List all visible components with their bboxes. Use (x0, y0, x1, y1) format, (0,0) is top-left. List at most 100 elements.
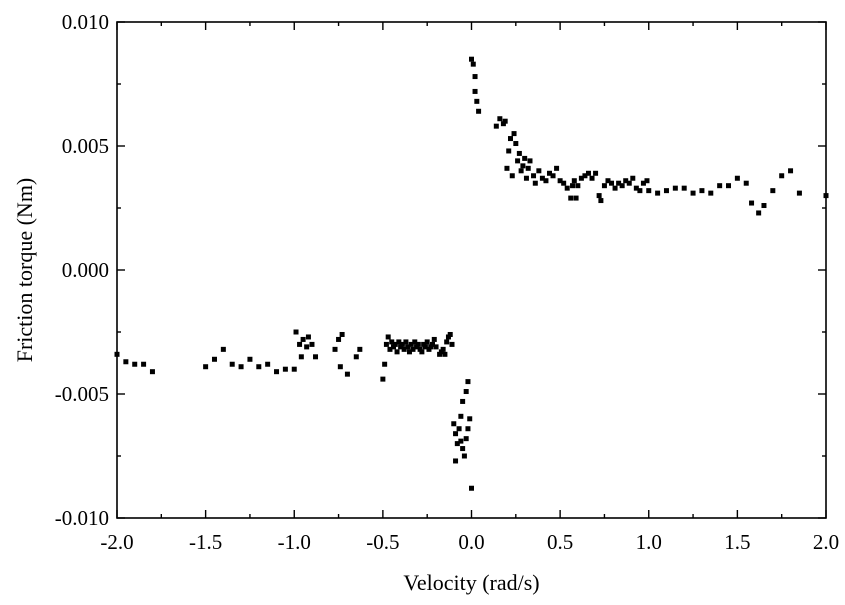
x-axis-title: Velocity (rad/s) (403, 570, 539, 595)
data-point (382, 361, 388, 367)
data-point (453, 431, 459, 437)
data-point (564, 185, 570, 191)
data-point (304, 344, 310, 350)
data-point (424, 339, 430, 345)
data-point (385, 334, 391, 340)
data-point (220, 346, 226, 352)
y-tick-label: 0.000 (62, 258, 109, 282)
data-point (392, 341, 398, 347)
data-point (123, 359, 129, 365)
data-point (456, 426, 462, 432)
data-point (291, 366, 297, 372)
data-point (247, 356, 253, 362)
x-tick-label: 0.5 (547, 530, 573, 554)
data-point (640, 180, 646, 186)
data-point (238, 364, 244, 370)
data-point (265, 361, 271, 367)
data-point (619, 183, 625, 189)
data-point (582, 173, 588, 179)
data-point (353, 354, 359, 360)
data-point (430, 341, 436, 347)
data-point (578, 175, 584, 181)
data-point (708, 190, 714, 196)
data-point (149, 369, 155, 375)
data-point (699, 188, 705, 194)
data-point (493, 123, 499, 129)
data-point (681, 185, 687, 191)
x-tick-label: 0.0 (458, 530, 484, 554)
data-point (408, 341, 414, 347)
data-point (557, 178, 563, 184)
data-point (339, 331, 345, 337)
data-point (743, 180, 749, 186)
data-point (525, 165, 531, 171)
data-point (380, 376, 386, 382)
x-tick-label: 1.0 (636, 530, 662, 554)
data-point (571, 178, 577, 184)
data-point (472, 88, 478, 94)
data-point (141, 361, 147, 367)
data-point (431, 336, 437, 342)
data-point (646, 188, 652, 194)
data-point (575, 183, 581, 189)
data-point (415, 341, 421, 347)
data-point (726, 183, 732, 189)
x-tick-labels: -2.0 -1.5 -1.0 -0.5 0.0 0.5 1.0 1.5 2.0 (100, 530, 839, 554)
data-point (132, 361, 138, 367)
data-point (406, 349, 412, 355)
plot-border (116, 21, 827, 519)
data-point (444, 339, 450, 345)
data-point (609, 180, 615, 186)
data-point (637, 188, 643, 194)
data-point (461, 453, 467, 459)
x-tick-label: 1.5 (724, 530, 750, 554)
data-point (297, 341, 303, 347)
data-point (507, 136, 513, 142)
data-point (497, 116, 503, 122)
data-point (589, 175, 595, 181)
data-point (770, 188, 776, 194)
data-point (539, 175, 545, 181)
data-point (506, 148, 512, 154)
data-point (531, 173, 537, 179)
data-point (399, 341, 405, 347)
data-point (593, 170, 599, 176)
data-point (405, 344, 411, 350)
data-point (394, 349, 400, 355)
data-point (433, 344, 439, 350)
data-point (672, 185, 678, 191)
y-tick-label: 0.010 (62, 10, 109, 34)
x-tick-label: -1.5 (189, 530, 222, 554)
data-point (523, 175, 529, 181)
data-point (419, 349, 425, 355)
data-point (823, 193, 829, 199)
data-point (387, 346, 393, 352)
x-tick-label: -2.0 (100, 530, 133, 554)
data-point (440, 346, 446, 352)
data-point (274, 369, 280, 375)
data-point (623, 178, 629, 184)
data-point (554, 165, 560, 171)
data-point (463, 436, 469, 442)
data-point (598, 198, 604, 204)
data-point (357, 346, 363, 352)
x-tick-label: 2.0 (813, 530, 839, 554)
y-tick-label: -0.010 (55, 506, 109, 530)
data-point (389, 339, 395, 345)
data-point (504, 165, 510, 171)
data-point (403, 339, 409, 345)
data-point (536, 168, 542, 174)
data-point (550, 173, 556, 179)
data-point (305, 334, 311, 340)
data-point (626, 180, 632, 186)
x-tick-label: -0.5 (366, 530, 399, 554)
y-tick-label: -0.005 (55, 382, 109, 406)
data-point (630, 175, 636, 181)
data-point (412, 339, 418, 345)
data-point (229, 361, 235, 367)
data-point (476, 108, 482, 114)
data-point (465, 426, 471, 432)
data-point (509, 173, 515, 179)
x-tick-label: -1.0 (278, 530, 311, 554)
